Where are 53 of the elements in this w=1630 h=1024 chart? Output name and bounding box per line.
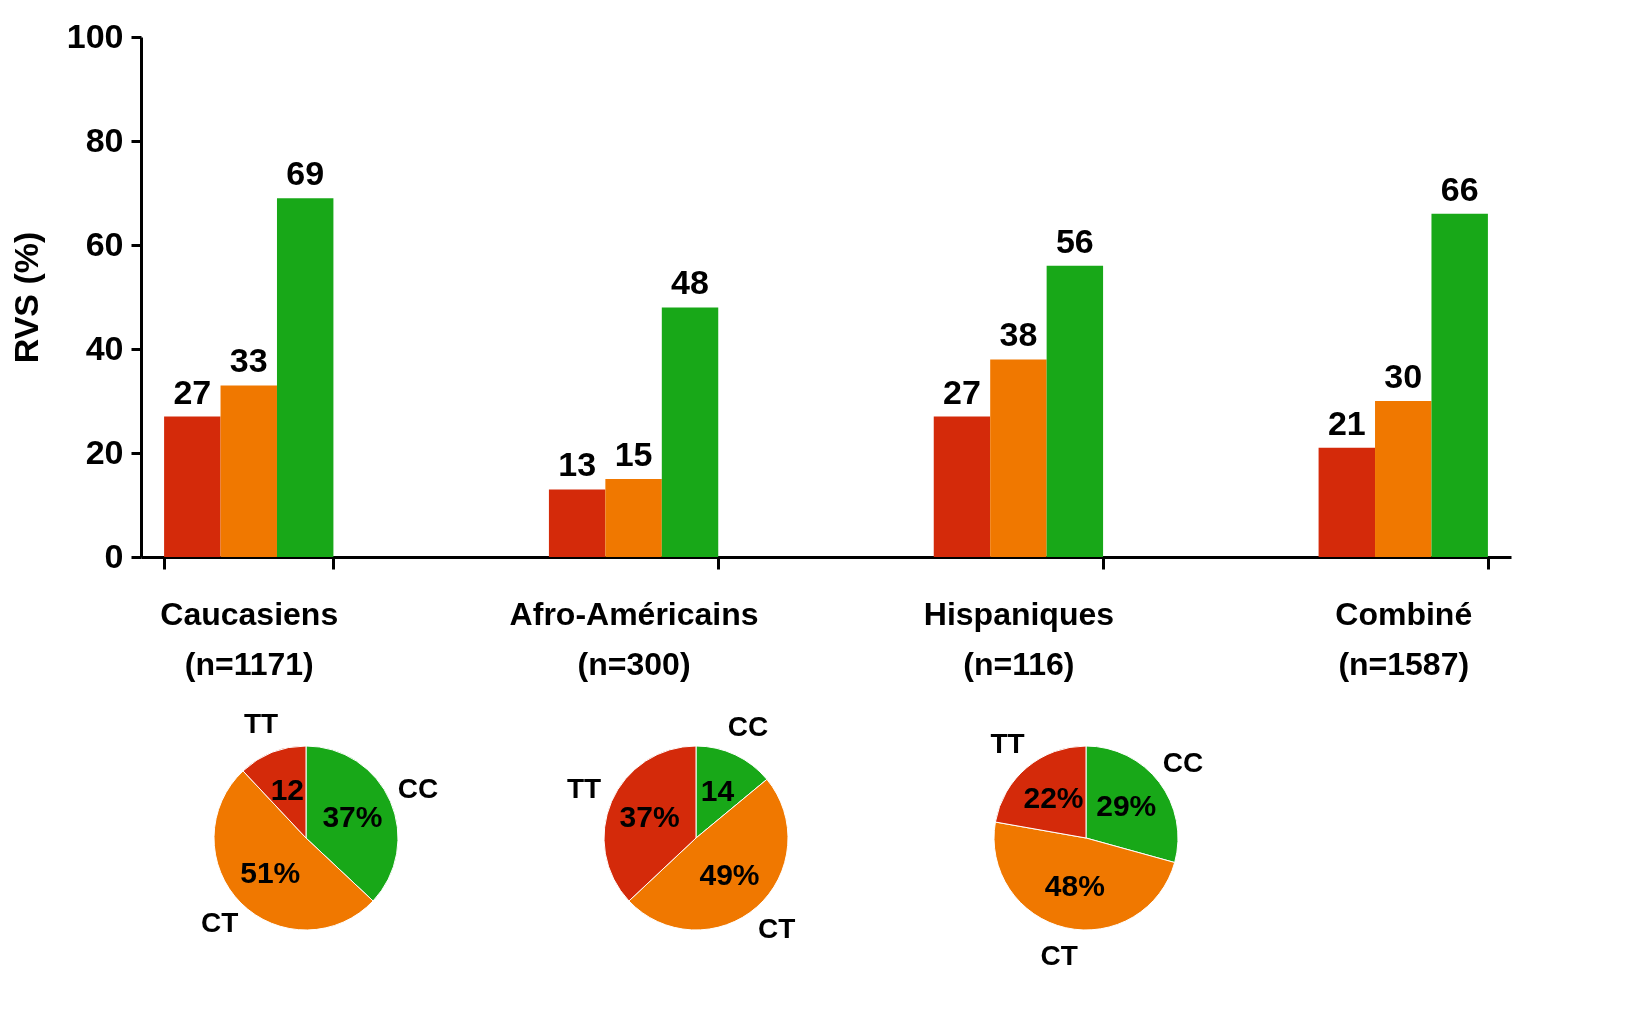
bar (1046, 265, 1104, 557)
data-label: 27 (173, 372, 212, 411)
data-label: 30 (1384, 357, 1423, 395)
data-label: 37% (322, 799, 383, 833)
bar (661, 307, 719, 557)
data-label: 15 (614, 435, 653, 473)
slice-label: TT (990, 727, 1025, 759)
x-tick-label: Combiné (n=1587) (1335, 595, 1473, 682)
data-label: 38 (999, 315, 1038, 354)
slice-label: CC (727, 710, 769, 742)
data-label: 69 (286, 154, 325, 193)
slice-label: CT (758, 912, 796, 944)
data-label: 51% (240, 855, 301, 889)
data-label: 14 (700, 774, 735, 808)
bar (276, 198, 334, 557)
bar (990, 359, 1047, 557)
bar (220, 385, 277, 557)
slice-label: CC (397, 772, 439, 804)
data-label: 12 (270, 772, 305, 806)
slice-label: CT (1040, 940, 1078, 971)
bar (933, 416, 991, 557)
bar (605, 479, 662, 557)
bar (164, 416, 221, 557)
slice-label: CT (201, 907, 239, 939)
x-tick-label: Hispaniques (n=116) (923, 595, 1115, 682)
slice-label: TT (566, 772, 602, 804)
y-tick-label: 60 (85, 224, 124, 263)
y-tick-label: 80 (85, 120, 124, 159)
slice-label: TT (243, 707, 279, 739)
y-tick-label: 40 (85, 328, 124, 367)
x-tick-label: Caucasiens (n=1171) (160, 595, 339, 682)
data-label: 49% (699, 857, 760, 891)
bar (1431, 213, 1488, 557)
data-label: 66 (1440, 169, 1479, 208)
slice-label: CC (1162, 747, 1204, 779)
data-label: 48% (1044, 869, 1105, 903)
data-label: 29% (1096, 789, 1157, 823)
data-label: 22% (1023, 781, 1084, 815)
data-label: 56 (1055, 221, 1094, 260)
y-tick-label: 0 (104, 536, 124, 575)
data-label: 21 (1327, 403, 1366, 442)
data-label: 37% (619, 799, 680, 833)
y-tick-label: 100 (66, 16, 124, 55)
y-axis-title: RVS (%) (6, 231, 45, 364)
data-label: 27 (943, 372, 981, 411)
data-label: 33 (229, 341, 268, 380)
bar (1318, 447, 1376, 557)
y-tick-label: 20 (85, 432, 124, 471)
bar (1375, 401, 1432, 557)
x-tick-label: Afro-Américains (n=300) (509, 595, 759, 682)
data-label: 48 (671, 263, 709, 302)
bar (548, 489, 606, 557)
data-label: 13 (558, 445, 597, 484)
